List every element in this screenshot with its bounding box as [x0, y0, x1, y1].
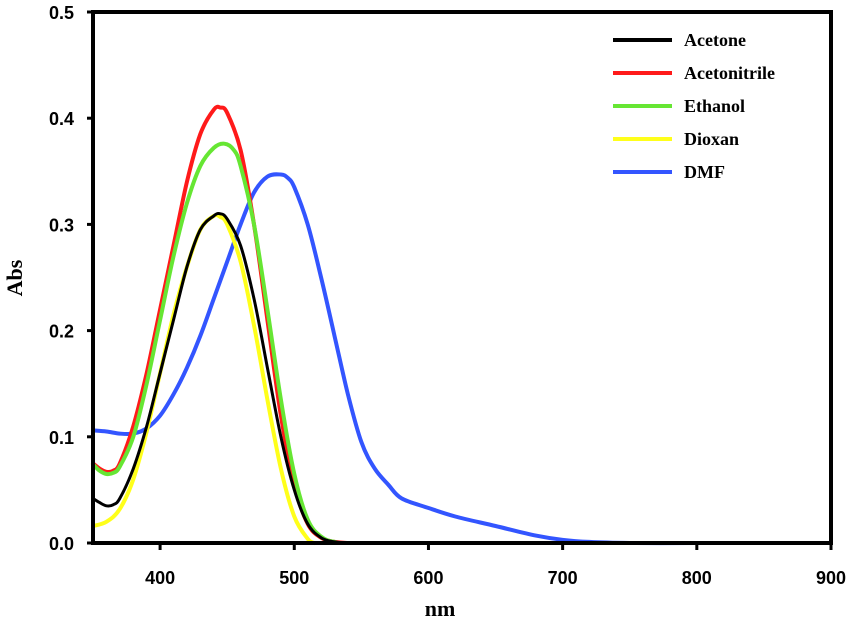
y-tick-label: 0.4: [49, 109, 74, 129]
y-tick-label: 0.0: [49, 534, 74, 554]
y-tick-label: 0.5: [49, 3, 74, 23]
x-tick-label: 700: [548, 568, 578, 588]
x-axis-title: nm: [425, 596, 456, 621]
x-tick-label: 500: [279, 568, 309, 588]
series-line-dmf: [91, 172, 699, 546]
series-layer: [91, 104, 699, 546]
legend: Acetone Acetonitrile Ethanol Dioxan DMF: [613, 30, 775, 182]
x-tick-label: 800: [682, 568, 712, 588]
legend-label-dmf: DMF: [684, 162, 725, 182]
series-line-dioxan: [91, 212, 317, 545]
plot-frame: [91, 10, 833, 545]
y-tick-label: 0.3: [49, 215, 74, 235]
x-tick-label: 400: [145, 568, 175, 588]
legend-label-dioxan: Dioxan: [684, 129, 739, 149]
y-tick-label: 0.2: [49, 322, 74, 342]
x-tick-label: 600: [413, 568, 443, 588]
tick-layer: 400 500 600 700 800 900 0.0 0.1 0.2 0.3 0.4 0.5: [49, 3, 846, 588]
x-tick-label: 900: [816, 568, 846, 588]
legend-label-acetone: Acetone: [684, 30, 746, 50]
y-tick-label: 0.1: [49, 428, 74, 448]
y-axis-title: Abs: [2, 259, 27, 296]
legend-label-acetonitrile: Acetonitrile: [684, 63, 775, 83]
series-line-acetone: [91, 211, 350, 545]
legend-label-ethanol: Ethanol: [684, 96, 745, 116]
